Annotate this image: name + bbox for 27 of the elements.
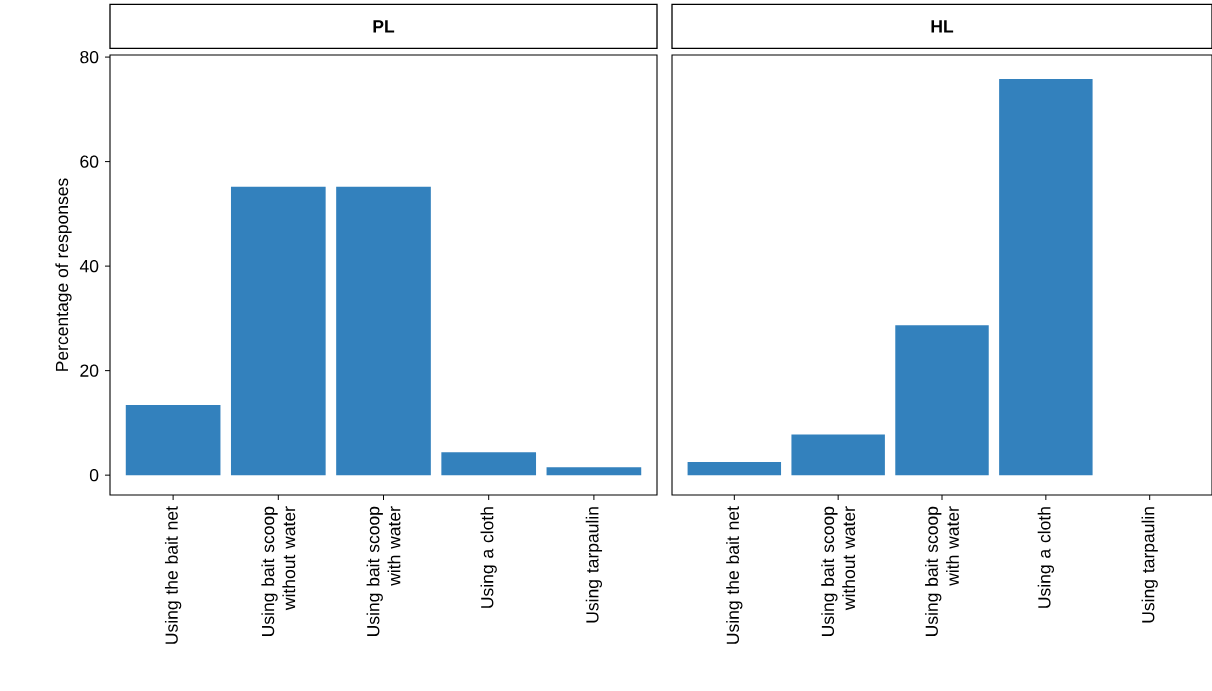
x-tick-label: Using bait scoop with water [925,506,959,637]
chart-title: PL [373,20,395,33]
y-axis-title: Percentage of responses [55,178,72,371]
bar [999,79,1093,476]
x-tick-label: Using a cloth [1037,507,1054,608]
x-tick-label: Using the bait net [726,506,743,644]
x-tick-label: Using a cloth [480,507,497,608]
bar [546,467,642,476]
bar [895,325,989,476]
x-tick-label: Using tarpaulin [585,507,603,623]
x-tick-label: Using bait scoop with water [366,506,401,637]
bar [441,452,537,476]
bar [336,186,431,476]
bar [791,434,885,476]
x-tick-label: Using tarpaulin [1141,507,1158,623]
x-tick-label: Using bait scoop without water [261,506,296,637]
x-tick-label: Using the bait net [164,506,182,644]
bar [687,462,782,476]
chart-title: HL [931,20,954,33]
y-tick-label: 80 [80,50,99,64]
y-tick-label: 20 [80,364,99,377]
y-tick-label: 60 [80,155,99,168]
y-tick-label: 0 [89,468,99,482]
x-tick-label: Using bait scoop without water [821,506,856,637]
bar [125,405,221,476]
bar [230,186,326,476]
y-tick-label: 40 [79,259,99,273]
